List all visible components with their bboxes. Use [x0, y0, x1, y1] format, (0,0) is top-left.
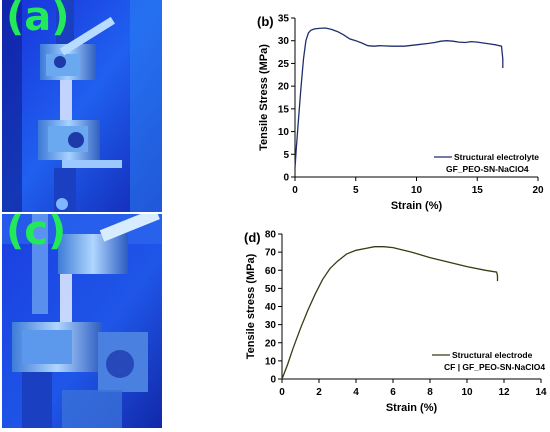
chart-d-y-tick-label: 10	[265, 356, 277, 367]
chart-d-y-tick-label: 70	[265, 248, 277, 259]
photo-panel-a: (a)	[2, 0, 162, 212]
chart-d-x-tick-label: 8	[427, 387, 433, 398]
chart-d-legend-label: CF | GF_PEO-SN-NaClO4	[444, 362, 545, 372]
chart-b-x-axis-label: Strain (%)	[391, 200, 443, 212]
chart-d-x-tick-label: 12	[498, 387, 510, 398]
chart-d-y-tick-label: 80	[265, 230, 277, 241]
chart-b-x-tick-label: 0	[292, 185, 298, 196]
chart-b-legend-label: Structural electrolyte	[454, 152, 539, 162]
panel-label-a: (a)	[6, 0, 70, 40]
chart-d-x-tick-label: 0	[279, 387, 285, 398]
chart-b-x-tick-label: 5	[353, 185, 359, 196]
chart-d-y-tick-label: 30	[265, 320, 277, 331]
chart-d-x-tick-label: 6	[390, 387, 396, 398]
chart-d-y-tick-label: 20	[265, 338, 277, 349]
photo-panel-c: (c)	[2, 214, 162, 428]
chart-b-y-tick-label: 35	[278, 14, 290, 25]
chart-d-y-tick-label: 50	[265, 284, 277, 295]
chart-d-x-tick-label: 10	[461, 387, 473, 398]
chart-d-x-tick-label: 4	[353, 387, 359, 398]
chart-b-y-tick-label: 20	[278, 82, 290, 93]
chart-d-legend-label: Structural electrode	[452, 350, 533, 360]
chart-b-x-tick-label: 10	[411, 185, 423, 196]
chart-d-y-axis-label: Tensile stress (MPa)	[245, 253, 257, 359]
chart-b-y-tick-label: 0	[283, 173, 289, 184]
chart-d-x-tick-label: 14	[535, 387, 547, 398]
chart-d-x-axis-label: Strain (%)	[386, 402, 438, 414]
chart-b-y-tick-label: 25	[278, 59, 290, 70]
chart-b-y-tick-label: 30	[278, 36, 290, 47]
chart-b-panel-label: (b)	[257, 14, 274, 29]
chart-b-legend-label: GF_PEO-SN-NaClO4	[446, 164, 529, 174]
chart-b-y-axis-label: Tensile Stress (MPa)	[258, 44, 270, 151]
chart-d-y-tick-label: 40	[265, 302, 277, 313]
chart-d-series-line	[282, 247, 498, 379]
chart-b-y-tick-label: 15	[278, 104, 290, 115]
chart-b-series-line	[295, 28, 503, 168]
chart-d-y-tick-label: 0	[270, 375, 276, 386]
panel-label-c: (c)	[6, 214, 66, 254]
chart-d-panel-label: (d)	[244, 230, 261, 245]
chart-d-x-tick-label: 2	[316, 387, 322, 398]
chart-b-x-tick-label: 15	[472, 185, 484, 196]
chart-d-y-tick-label: 60	[265, 266, 277, 277]
chart-b-y-tick-label: 5	[283, 150, 289, 161]
chart-b-y-tick-label: 10	[278, 127, 290, 138]
chart-b-x-tick-label: 20	[532, 185, 544, 196]
